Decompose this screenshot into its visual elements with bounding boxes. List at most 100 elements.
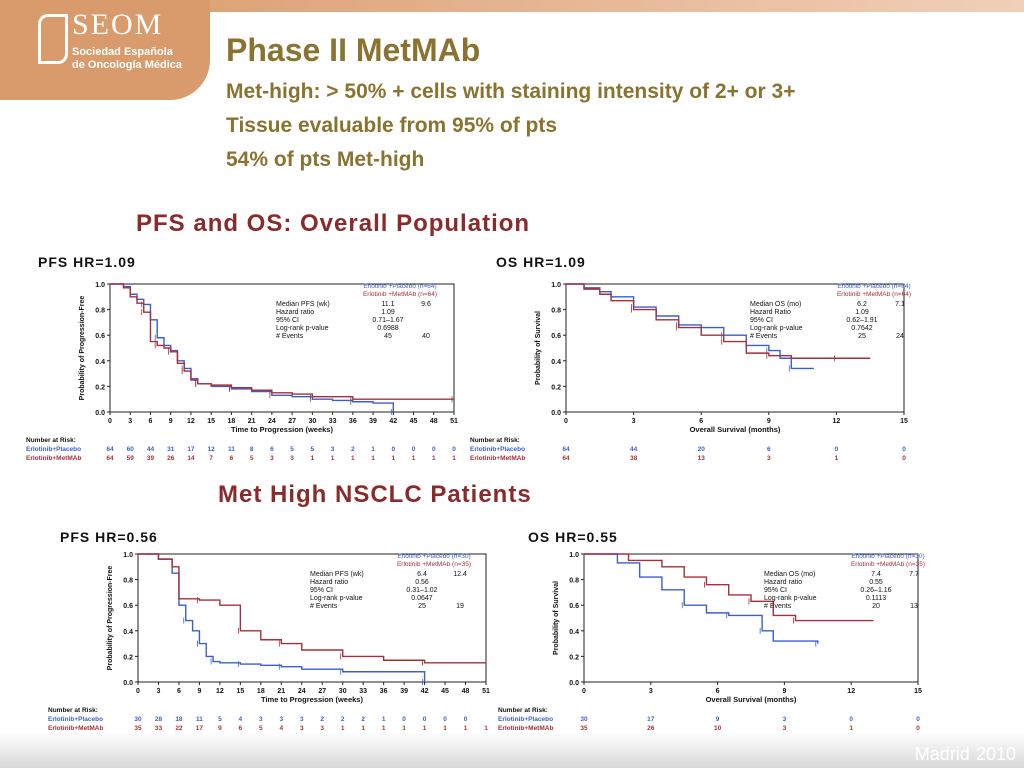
risk-value: 35 <box>134 725 142 732</box>
risk-value: 59 <box>127 455 135 462</box>
risk-value: 0 <box>902 455 906 462</box>
risk-value: 1 <box>351 455 355 462</box>
y-tick-label: 1.0 <box>551 282 561 289</box>
y-axis-label: Probability of Progression-Free <box>79 296 86 401</box>
risk-value: 17 <box>187 446 195 453</box>
risk-value: 1 <box>382 725 386 732</box>
legend-placebo: Erlotinib +Placebo (n=64) <box>363 283 436 290</box>
risk-value: 5 <box>311 446 315 453</box>
risk-value: 9 <box>716 716 720 723</box>
risk-header: Number at Risk: <box>26 437 76 444</box>
risk-value: 1 <box>432 455 436 462</box>
footer-city: Madrid 2010 <box>915 740 1016 766</box>
risk-value: 14 <box>187 455 195 462</box>
stat-label: Log-rank p-value <box>750 325 803 332</box>
y-tick-label: 0.6 <box>569 603 579 610</box>
risk-value: 30 <box>134 716 142 723</box>
logo-panel <box>0 0 210 100</box>
stat-value-placebo: 25 <box>858 333 866 340</box>
stat-value-placebo: 11.1 <box>381 301 394 308</box>
stat-value-metmab: 19 <box>456 603 464 610</box>
stat-label: # Events <box>276 333 304 340</box>
stat-value-placebo: 0.6988 <box>377 325 399 332</box>
y-tick-label: 0.8 <box>95 308 105 315</box>
stat-label: Median PFS (wk) <box>276 301 330 308</box>
stat-value-placebo: 0.0647 <box>411 595 433 602</box>
km-chart-os-met-high: 0.0 0.2 0.4 0.6 0.8 1.0 0 3 6 9 12 15 Overall Surviv… <box>498 552 925 732</box>
risk-value: 4 <box>279 725 283 732</box>
risk-value: 5 <box>250 455 254 462</box>
x-tick-label: 12 <box>187 418 195 425</box>
x-tick-label: 9 <box>782 688 786 695</box>
km-curve-metmab <box>584 553 874 622</box>
stat-label: Hazard ratio <box>276 309 314 316</box>
x-tick-label: 6 <box>716 688 720 695</box>
risk-value: 1 <box>412 455 416 462</box>
x-tick-label: 3 <box>649 688 653 695</box>
y-tick-label: 0.2 <box>569 654 579 661</box>
stat-value-placebo: 20 <box>872 603 880 610</box>
risk-row-label: Erlotinib+Placebo <box>26 446 81 453</box>
x-tick-label: 12 <box>833 418 841 425</box>
risk-value: 1 <box>464 725 468 732</box>
risk-value: 5 <box>290 446 294 453</box>
risk-value: 5 <box>218 716 222 723</box>
x-tick-label: 15 <box>900 418 908 425</box>
x-tick-label: 33 <box>359 688 367 695</box>
x-tick-label: 24 <box>268 418 276 425</box>
risk-value: 18 <box>175 716 183 723</box>
panel-label-os-met-high: OS HR=0.55 <box>528 529 618 545</box>
risk-value: 0 <box>423 716 427 723</box>
risk-value: 1 <box>382 716 386 723</box>
y-tick-label: 0.2 <box>123 654 133 661</box>
risk-value: 3 <box>331 446 335 453</box>
risk-value: 2 <box>341 716 345 723</box>
x-axis-label: Time to Progression (weeks) <box>261 695 363 704</box>
stat-value-metmab: 40 <box>422 333 430 340</box>
logo-subtitle-line2: de Oncología Médica <box>72 59 183 71</box>
panel-label-pfs-met-high: PFS HR=0.56 <box>60 529 158 545</box>
risk-value: 1 <box>361 725 365 732</box>
risk-value: 1 <box>443 725 447 732</box>
x-axis-label: Overall Survival (months) <box>706 695 797 704</box>
x-tick-label: 24 <box>298 688 306 695</box>
risk-value: 13 <box>698 455 706 462</box>
risk-value: 2 <box>351 446 355 453</box>
stat-value-placebo: 0.7642 <box>851 325 873 332</box>
x-tick-label: 15 <box>914 688 922 695</box>
risk-value: 6 <box>270 446 274 453</box>
stat-value-placebo: 0.56 <box>415 579 429 586</box>
risk-value: 3 <box>270 455 274 462</box>
risk-value: 28 <box>155 716 163 723</box>
x-tick-label: 51 <box>450 418 458 425</box>
header-bar <box>40 0 1024 12</box>
section-title-met-high: Met High NSCLC Patients <box>218 481 532 508</box>
x-tick-label: 0 <box>564 418 568 425</box>
x-tick-label: 0 <box>108 418 112 425</box>
risk-value: 0 <box>432 446 436 453</box>
risk-value: 1 <box>371 446 375 453</box>
risk-value: 1 <box>484 725 488 732</box>
x-tick-label: 6 <box>699 418 703 425</box>
x-tick-label: 0 <box>582 688 586 695</box>
x-tick-label: 0 <box>136 688 140 695</box>
x-tick-label: 33 <box>329 418 337 425</box>
risk-value: 31 <box>167 446 175 453</box>
risk-value: 1 <box>371 455 375 462</box>
x-tick-label: 30 <box>339 688 347 695</box>
risk-value: 33 <box>155 725 163 732</box>
risk-row-label: Erlotinib+Placebo <box>48 716 103 723</box>
stat-label: # Events <box>764 603 792 610</box>
logo-name: SEOM <box>72 8 164 41</box>
risk-value: 3 <box>259 716 263 723</box>
x-tick-label: 18 <box>228 418 236 425</box>
stat-label: 95% CI <box>764 587 787 594</box>
x-tick-label: 48 <box>430 418 438 425</box>
y-tick-label: 0.6 <box>95 333 105 340</box>
risk-value: 3 <box>290 455 294 462</box>
stat-value-placebo: 0.71–1.67 <box>372 317 403 324</box>
plot-frame <box>565 283 905 413</box>
header-line-2: Tissue evaluable from 95% of pts <box>226 114 558 137</box>
panel-label-pfs-overall: PFS HR=1.09 <box>38 254 136 270</box>
risk-value: 8 <box>250 446 254 453</box>
